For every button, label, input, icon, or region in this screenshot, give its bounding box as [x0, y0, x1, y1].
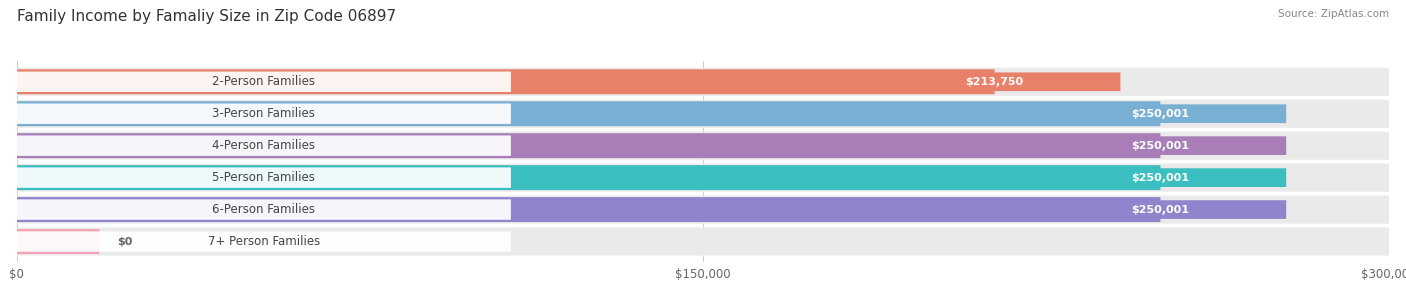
FancyBboxPatch shape — [17, 103, 510, 124]
FancyBboxPatch shape — [1035, 200, 1286, 219]
FancyBboxPatch shape — [17, 196, 1389, 224]
Text: 3-Person Families: 3-Person Families — [212, 107, 315, 120]
FancyBboxPatch shape — [17, 101, 1160, 126]
FancyBboxPatch shape — [17, 228, 1389, 256]
FancyBboxPatch shape — [1035, 136, 1286, 155]
FancyBboxPatch shape — [1035, 104, 1286, 123]
Text: Source: ZipAtlas.com: Source: ZipAtlas.com — [1278, 9, 1389, 19]
FancyBboxPatch shape — [17, 197, 1160, 222]
Text: 7+ Person Families: 7+ Person Families — [208, 235, 321, 248]
Text: $0: $0 — [118, 237, 134, 246]
Text: $250,001: $250,001 — [1132, 205, 1189, 215]
Text: 4-Person Families: 4-Person Families — [212, 139, 315, 152]
FancyBboxPatch shape — [17, 133, 1160, 158]
FancyBboxPatch shape — [1035, 168, 1286, 187]
FancyBboxPatch shape — [17, 165, 1160, 190]
FancyBboxPatch shape — [17, 69, 994, 94]
Text: $213,750: $213,750 — [966, 77, 1024, 87]
Text: $250,001: $250,001 — [1132, 173, 1189, 183]
FancyBboxPatch shape — [17, 132, 1389, 160]
FancyBboxPatch shape — [17, 199, 510, 220]
FancyBboxPatch shape — [17, 163, 1389, 192]
Text: $250,001: $250,001 — [1132, 109, 1189, 119]
FancyBboxPatch shape — [17, 68, 1389, 96]
Text: 2-Person Families: 2-Person Families — [212, 75, 315, 88]
FancyBboxPatch shape — [17, 135, 510, 156]
Text: 6-Person Families: 6-Person Families — [212, 203, 315, 216]
FancyBboxPatch shape — [17, 100, 1389, 128]
FancyBboxPatch shape — [17, 231, 510, 252]
Text: 5-Person Families: 5-Person Families — [212, 171, 315, 184]
Text: Family Income by Famaliy Size in Zip Code 06897: Family Income by Famaliy Size in Zip Cod… — [17, 9, 396, 24]
FancyBboxPatch shape — [17, 229, 100, 254]
FancyBboxPatch shape — [869, 72, 1121, 91]
Text: $250,001: $250,001 — [1132, 141, 1189, 151]
FancyBboxPatch shape — [17, 167, 510, 188]
FancyBboxPatch shape — [17, 72, 510, 92]
